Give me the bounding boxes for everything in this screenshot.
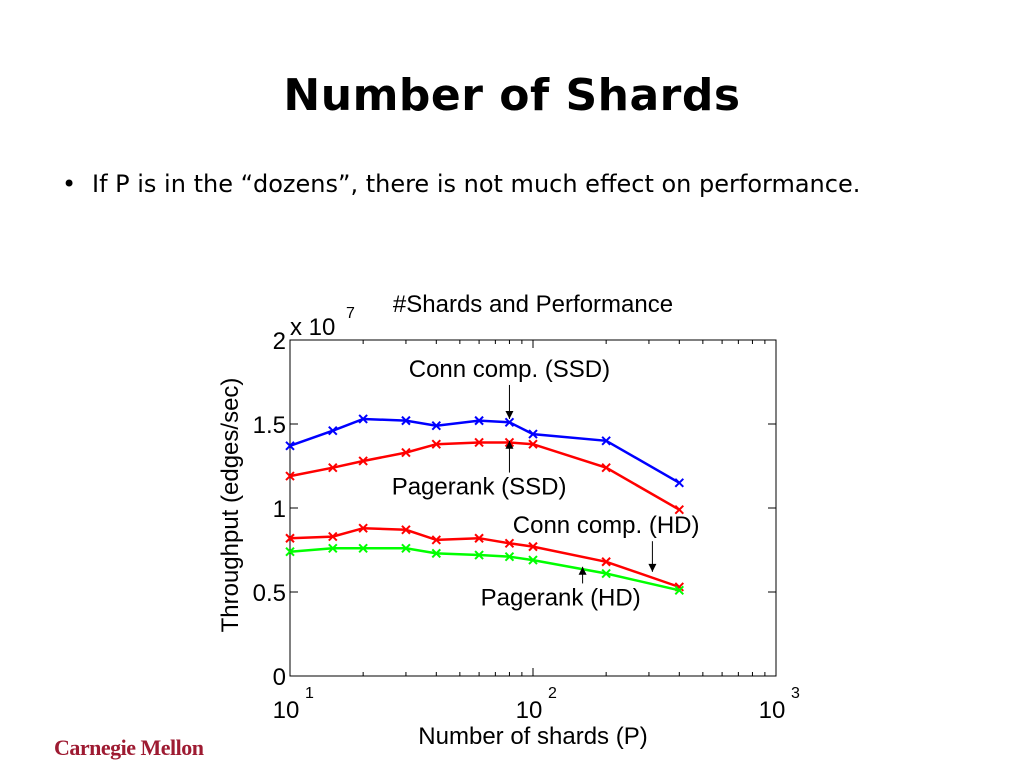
- data-point: [528, 555, 538, 565]
- y-multiplier: x 10: [290, 314, 335, 341]
- y-tick-label: 1: [273, 496, 286, 523]
- data-point: [431, 420, 442, 431]
- data-point: [328, 543, 338, 554]
- data-point: [431, 535, 442, 545]
- annotation-arrowhead: [505, 440, 514, 449]
- annotation-arrowhead: [578, 566, 587, 575]
- series-2: [285, 523, 685, 592]
- data-point: [601, 462, 611, 473]
- data-point: [474, 550, 484, 560]
- data-point: [674, 585, 685, 596]
- data-point: [285, 546, 295, 557]
- annotation-arrowhead: [648, 563, 657, 572]
- y-multiplier-exponent: 7: [346, 305, 355, 322]
- series-layer: [285, 414, 685, 596]
- series-line: [289, 526, 680, 589]
- data-point: [358, 456, 368, 466]
- data-point: [601, 436, 611, 446]
- series-line: [289, 441, 680, 511]
- bullet-text: If P is in the “dozens”, there is not mu…: [92, 170, 861, 198]
- data-point: [674, 504, 685, 515]
- data-point: [401, 543, 411, 554]
- annotation: Conn comp. (SSD): [409, 356, 610, 419]
- annotation: Conn comp. (HD): [513, 512, 700, 572]
- x-tick-exponent: 1: [305, 685, 314, 702]
- annotation-layer: Conn comp. (SSD) Pagerank (SSD) Conn comp.…: [392, 356, 700, 611]
- annotation-label: Pagerank (SSD): [392, 474, 567, 501]
- slide-title: Number of Shards: [283, 70, 741, 121]
- bullet-marker: •: [62, 170, 77, 198]
- x-tick-label: 10: [273, 697, 300, 724]
- annotation: Pagerank (HD): [481, 566, 641, 611]
- y-axis-label: Throughput (edges/sec): [217, 378, 244, 633]
- data-point: [401, 415, 411, 426]
- data-point: [431, 548, 442, 559]
- x-axis-label: Number of shards (P): [418, 723, 647, 750]
- chart-title: #Shards and Performance: [393, 291, 673, 318]
- university-logo: Carnegie Mellon: [54, 735, 204, 760]
- data-point: [285, 441, 295, 451]
- data-point: [528, 541, 538, 552]
- x-tick-label: 10: [759, 697, 786, 724]
- data-point: [431, 439, 442, 449]
- data-point: [528, 429, 538, 439]
- annotation-arrowhead: [505, 410, 514, 419]
- y-tick-label: 2: [273, 328, 286, 355]
- data-point: [601, 557, 611, 567]
- data-point: [358, 543, 368, 554]
- y-axis-ticks: 0 0.5 1 1.5 2: [253, 328, 776, 691]
- series-line: [289, 547, 680, 592]
- data-point: [474, 533, 484, 543]
- data-point: [674, 478, 685, 488]
- y-tick-label: 1.5: [253, 412, 286, 439]
- plot-area: [289, 339, 777, 677]
- data-point: [504, 538, 515, 548]
- series-3: [285, 543, 685, 596]
- annotation: Pagerank (SSD): [392, 440, 567, 501]
- x-tick-exponent: 3: [791, 685, 800, 702]
- data-point: [528, 439, 538, 449]
- annotation-label: Pagerank (HD): [481, 584, 641, 611]
- data-point: [358, 414, 368, 424]
- y-tick-label: 0.5: [253, 580, 286, 607]
- data-point: [474, 415, 484, 426]
- series-line: [289, 417, 680, 484]
- data-point: [401, 447, 411, 458]
- data-point: [285, 471, 295, 481]
- y-tick-label: 0: [273, 664, 286, 691]
- x-tick-exponent: 2: [548, 685, 557, 702]
- data-point: [474, 437, 484, 448]
- series-0: [285, 414, 685, 488]
- series-1: [285, 437, 685, 515]
- x-tick-label: 10: [516, 697, 543, 724]
- data-point: [328, 462, 338, 473]
- data-point: [504, 417, 515, 428]
- data-point: [358, 523, 368, 533]
- data-point: [328, 531, 338, 542]
- plot-frame: [289, 339, 777, 677]
- data-point: [285, 533, 295, 543]
- data-point: [401, 525, 411, 535]
- annotation-label: Conn comp. (SSD): [409, 356, 610, 383]
- bullet-item: • If P is in the “dozens”, there is not …: [62, 170, 860, 198]
- data-point: [504, 552, 515, 562]
- data-point: [601, 568, 611, 579]
- data-point: [328, 426, 338, 436]
- annotation-label: Conn comp. (HD): [513, 512, 700, 539]
